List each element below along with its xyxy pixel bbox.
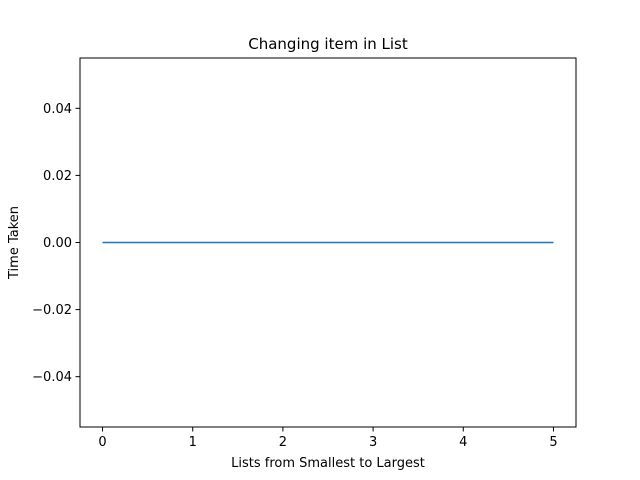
- y-tick-label: 0.04: [43, 102, 72, 117]
- y-axis-label: Time Taken: [7, 206, 22, 280]
- y-axis-ticks: −0.04 −0.02 0.00 0.02 0.04: [32, 102, 80, 385]
- x-tick-label: 0: [98, 435, 106, 450]
- x-axis-label: Lists from Smallest to Largest: [231, 456, 425, 471]
- y-tick-label: 0.02: [43, 169, 72, 184]
- y-tick-label: −0.02: [32, 303, 72, 318]
- x-axis-ticks: 0 1 2 3 4 5: [98, 427, 558, 450]
- x-tick-label: 4: [459, 435, 467, 450]
- chart-title: Changing item in List: [248, 35, 408, 53]
- y-tick-label: −0.04: [32, 370, 72, 385]
- x-tick-label: 2: [279, 435, 287, 450]
- x-tick-label: 3: [369, 435, 377, 450]
- x-tick-label: 1: [189, 435, 197, 450]
- y-tick-label: 0.00: [43, 236, 72, 251]
- x-tick-label: 5: [549, 435, 557, 450]
